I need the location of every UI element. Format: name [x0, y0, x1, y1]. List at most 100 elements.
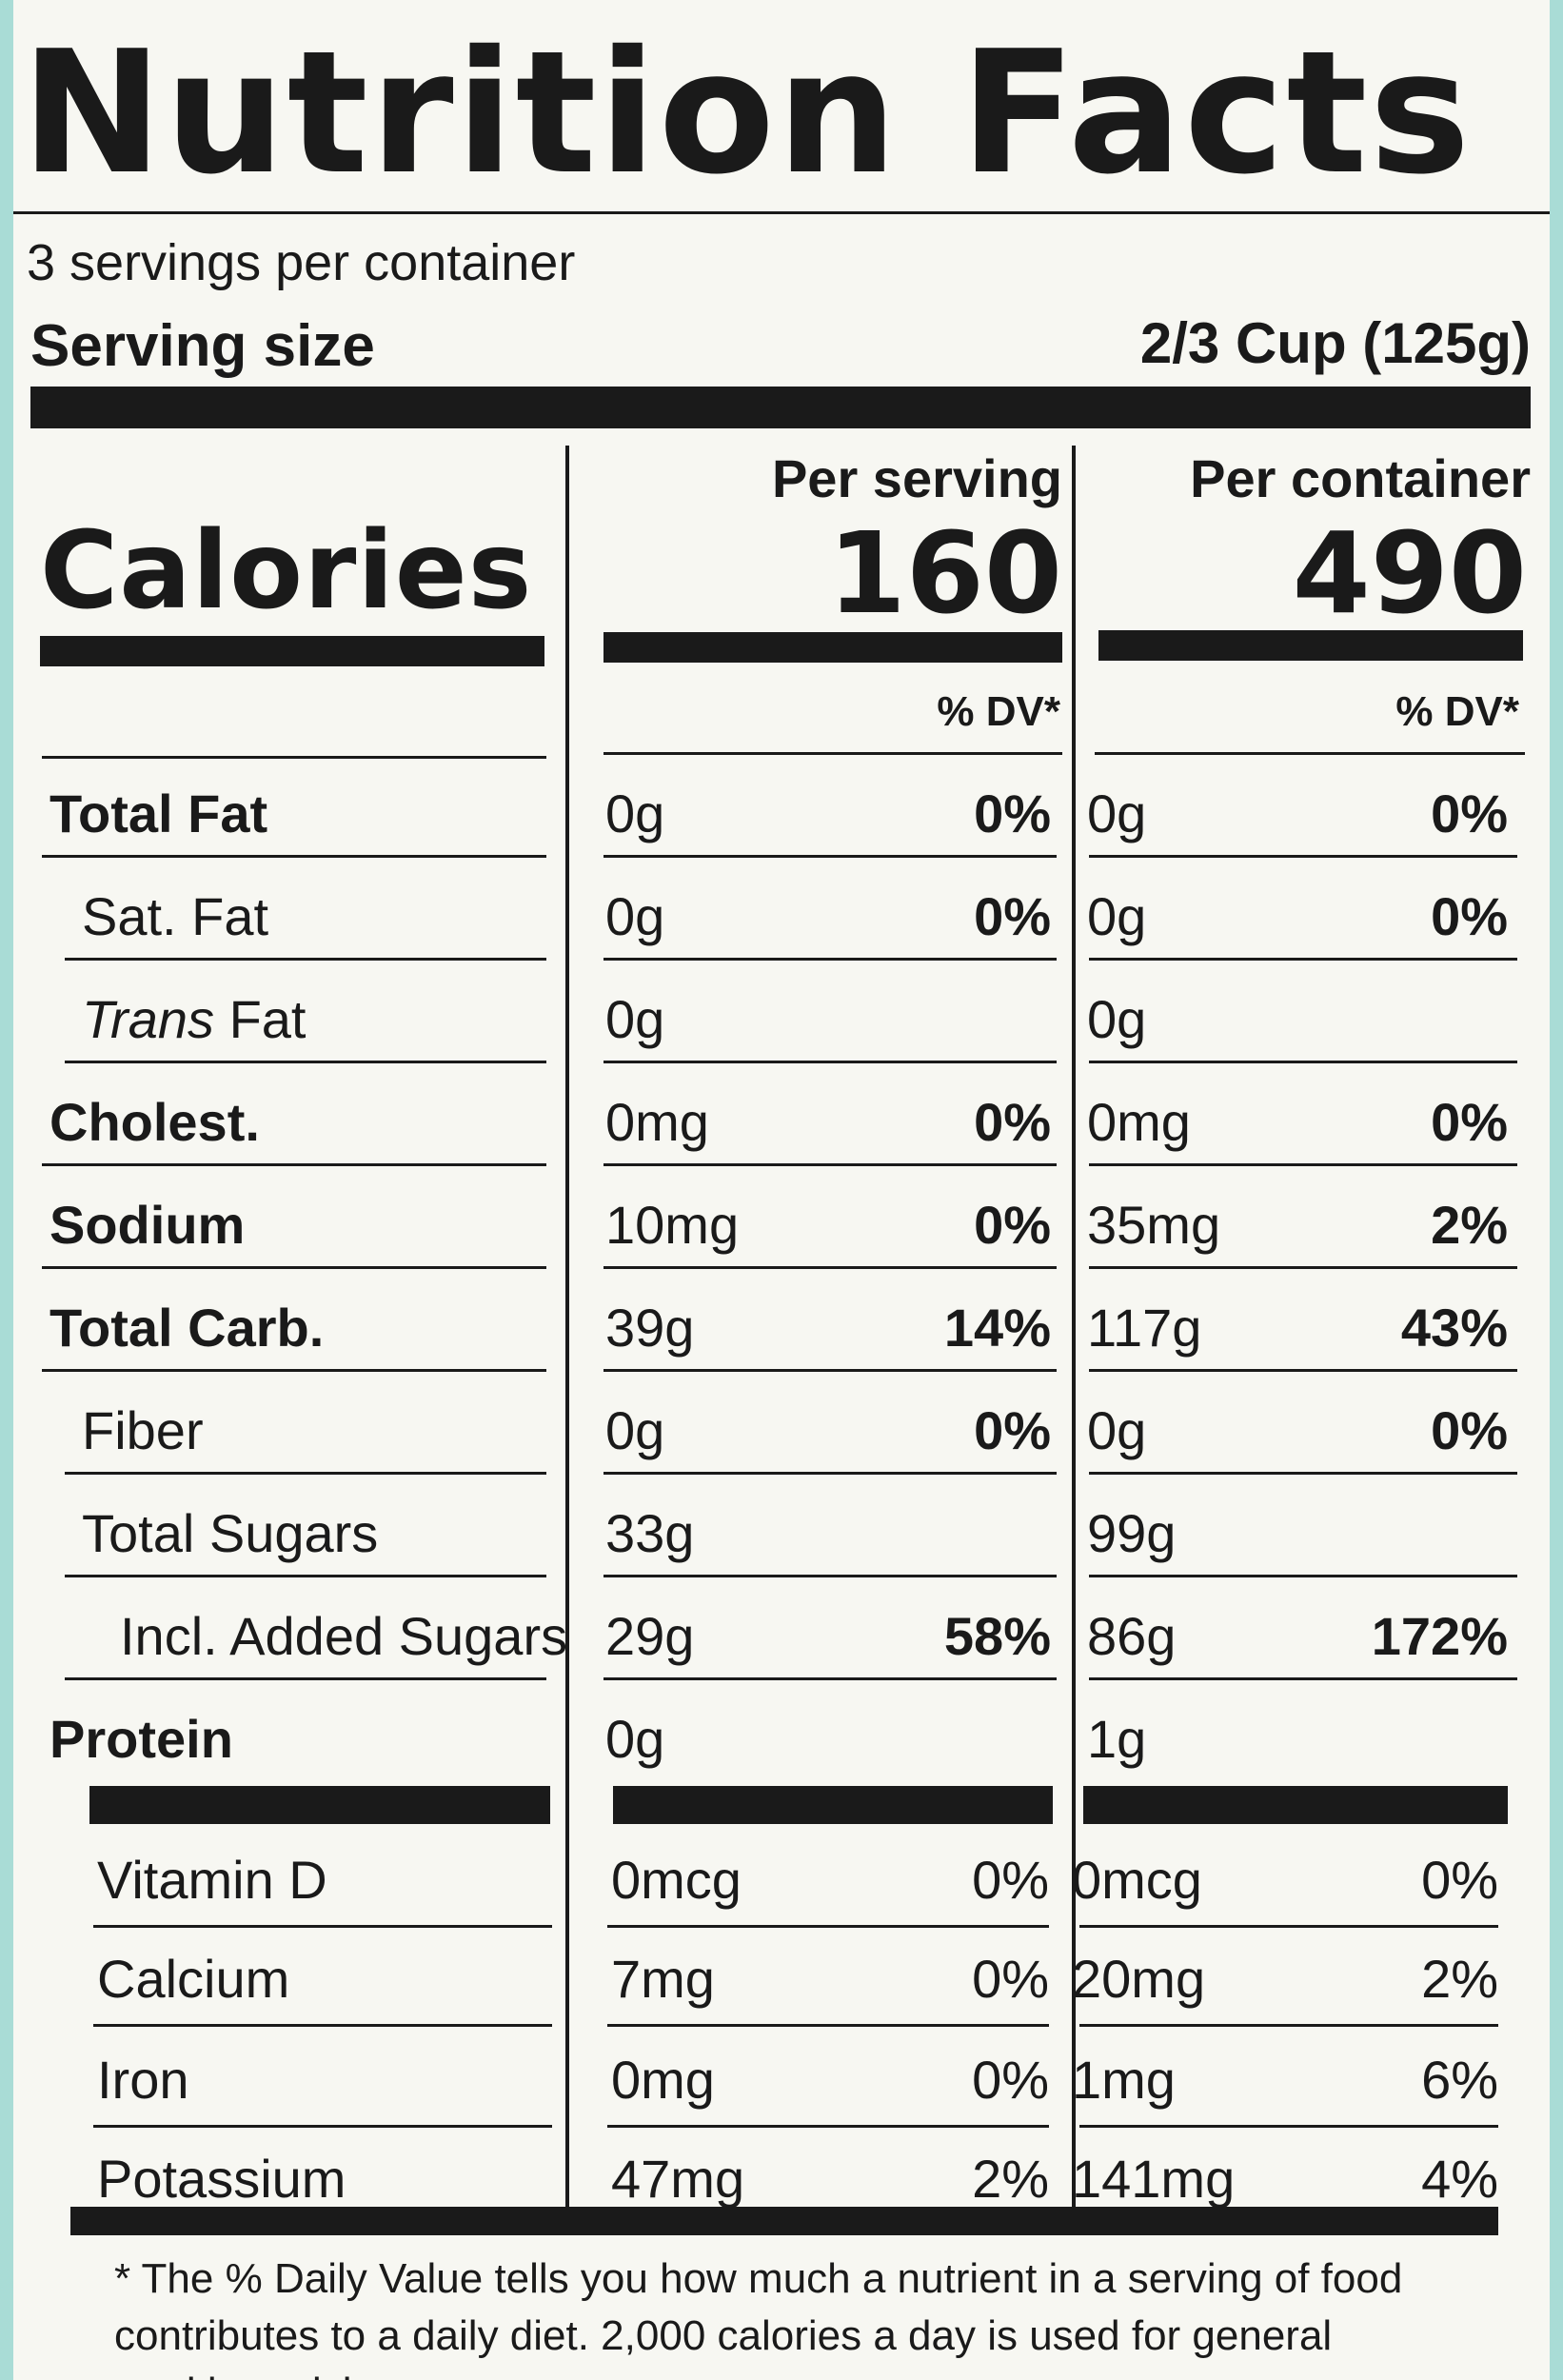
row-rule-container: [1089, 1266, 1517, 1269]
nutrient-name: Protein: [49, 1709, 233, 1769]
nutrition-facts-title: Nutrition Facts: [21, 14, 1473, 211]
vitamin-name: Potassium: [97, 2149, 346, 2209]
vitamin-rule-serving: [607, 2125, 1049, 2128]
container-amount: 1g: [1087, 1709, 1147, 1769]
vitamin-rule-container: [1079, 2024, 1498, 2027]
vitamin-container-amount: 20mg: [1072, 1949, 1206, 2009]
column-divider-2: [1072, 446, 1076, 2218]
vitamin-serving-amount: 0mcg: [611, 1850, 742, 1910]
vitamin-rule-name: [93, 2024, 552, 2027]
serving-dv: 14%: [943, 1298, 1051, 1358]
calories-bar-container: [1098, 630, 1523, 661]
vitamin-rule-name: [93, 2125, 552, 2128]
serving-thick-bar: [30, 387, 1531, 428]
nutrient-name: Sodium: [49, 1195, 246, 1255]
row-rule-container: [1089, 958, 1517, 961]
container-dv: 0%: [1431, 886, 1508, 946]
row-rule-name: [65, 1575, 546, 1577]
row-rule-serving: [603, 1061, 1057, 1063]
vitamin-serving-dv: 0%: [972, 1850, 1049, 1910]
vitamin-name: Iron: [97, 2050, 189, 2110]
nutrient-name: Fiber: [82, 1400, 204, 1460]
bottom-bar: [70, 2207, 1498, 2235]
row-rule-serving: [603, 1472, 1057, 1475]
calories-label: Calories: [40, 509, 533, 633]
container-dv: 43%: [1400, 1298, 1508, 1358]
container-amount: 0g: [1087, 1400, 1147, 1460]
rule-top-container: [1095, 752, 1525, 755]
per-serving-header: Per serving: [771, 448, 1062, 508]
row-rule-name: [42, 855, 546, 858]
row-rule-container: [1089, 1472, 1517, 1475]
vitamin-rule-container: [1079, 1925, 1498, 1928]
serving-dv: 58%: [943, 1606, 1051, 1666]
serving-amount: 39g: [605, 1298, 695, 1358]
rule-top-serving: [603, 752, 1062, 755]
serving-amount: 0g: [605, 1709, 665, 1769]
row-rule-serving: [603, 1677, 1057, 1680]
calories-per-serving: 160: [827, 507, 1062, 639]
container-dv: 172%: [1371, 1606, 1508, 1666]
row-rule-serving: [603, 1575, 1057, 1577]
vitamin-rule-container: [1079, 2125, 1498, 2128]
nutrient-name: Incl. Added Sugars: [120, 1606, 568, 1666]
container-amount: 99g: [1087, 1503, 1177, 1563]
serving-dv: 0%: [974, 1400, 1051, 1460]
column-divider-1: [565, 446, 569, 2218]
vitamin-rule-serving: [607, 2024, 1049, 2027]
vitamin-container-dv: 0%: [1421, 1850, 1498, 1910]
serving-dv: 0%: [974, 783, 1051, 843]
serving-dv: 0%: [974, 1092, 1051, 1152]
row-rule-container: [1089, 1369, 1517, 1372]
nutrient-name-italic: Trans: [82, 989, 214, 1049]
vitamin-serving-amount: 47mg: [611, 2149, 745, 2209]
vitamin-bar-container: [1083, 1786, 1508, 1824]
title-divider: [13, 211, 1550, 214]
vitamin-serving-dv: 0%: [972, 2050, 1049, 2110]
serving-amount: 33g: [605, 1503, 695, 1563]
vitamin-name: Calcium: [97, 1949, 290, 2009]
serving-amount: 0mg: [605, 1092, 709, 1152]
serving-amount: 0g: [605, 886, 665, 946]
serving-amount: 10mg: [605, 1195, 740, 1255]
vitamin-container-dv: 2%: [1421, 1949, 1498, 2009]
nutrient-name: Cholest.: [49, 1092, 260, 1152]
nutrition-label: Nutrition Facts 3 servings per container…: [13, 0, 1550, 2380]
serving-amount: 0g: [605, 1400, 665, 1460]
container-amount: 0g: [1087, 989, 1147, 1049]
rule-top-name: [42, 756, 546, 759]
container-amount: 117g: [1087, 1298, 1202, 1358]
serving-dv: 0%: [974, 1195, 1051, 1255]
row-rule-name: [65, 1677, 546, 1680]
vitamin-serving-amount: 7mg: [611, 1949, 715, 2009]
row-rule-name: [42, 1266, 546, 1269]
footnote: * The % Daily Value tells you how much a…: [114, 2255, 1403, 2380]
row-rule-container: [1089, 1061, 1517, 1063]
row-rule-name: [42, 1369, 546, 1372]
nutrient-name: Trans Fat: [82, 988, 306, 1050]
vitamin-container-amount: 141mg: [1072, 2149, 1236, 2209]
container-amount: 35mg: [1087, 1195, 1221, 1255]
vitamin-serving-amount: 0mg: [611, 2050, 715, 2110]
serving-amount: 0g: [605, 989, 665, 1049]
vitamin-bar-name: [89, 1786, 550, 1824]
calories-per-container: 490: [1292, 507, 1527, 639]
container-amount: 0g: [1087, 886, 1147, 946]
vitamin-bar-serving: [613, 1786, 1053, 1824]
calories-bar-name: [40, 636, 544, 666]
serving-size-label: Serving size: [30, 313, 375, 379]
dv-header-container: % DV*: [1395, 688, 1519, 735]
row-rule-serving: [603, 958, 1057, 961]
row-rule-container: [1089, 1575, 1517, 1577]
row-rule-container: [1089, 1163, 1517, 1166]
vitamin-name: Vitamin D: [97, 1850, 327, 1910]
vitamin-container-amount: 0mcg: [1072, 1850, 1202, 1910]
row-rule-container: [1089, 1677, 1517, 1680]
nutrient-name: Total Carb.: [49, 1298, 325, 1358]
dv-header-serving: % DV*: [937, 688, 1060, 735]
servings-per-container: 3 servings per container: [27, 234, 576, 291]
container-dv: 0%: [1431, 783, 1508, 843]
row-rule-name: [65, 1472, 546, 1475]
container-dv: 0%: [1431, 1400, 1508, 1460]
container-amount: 0mg: [1087, 1092, 1191, 1152]
